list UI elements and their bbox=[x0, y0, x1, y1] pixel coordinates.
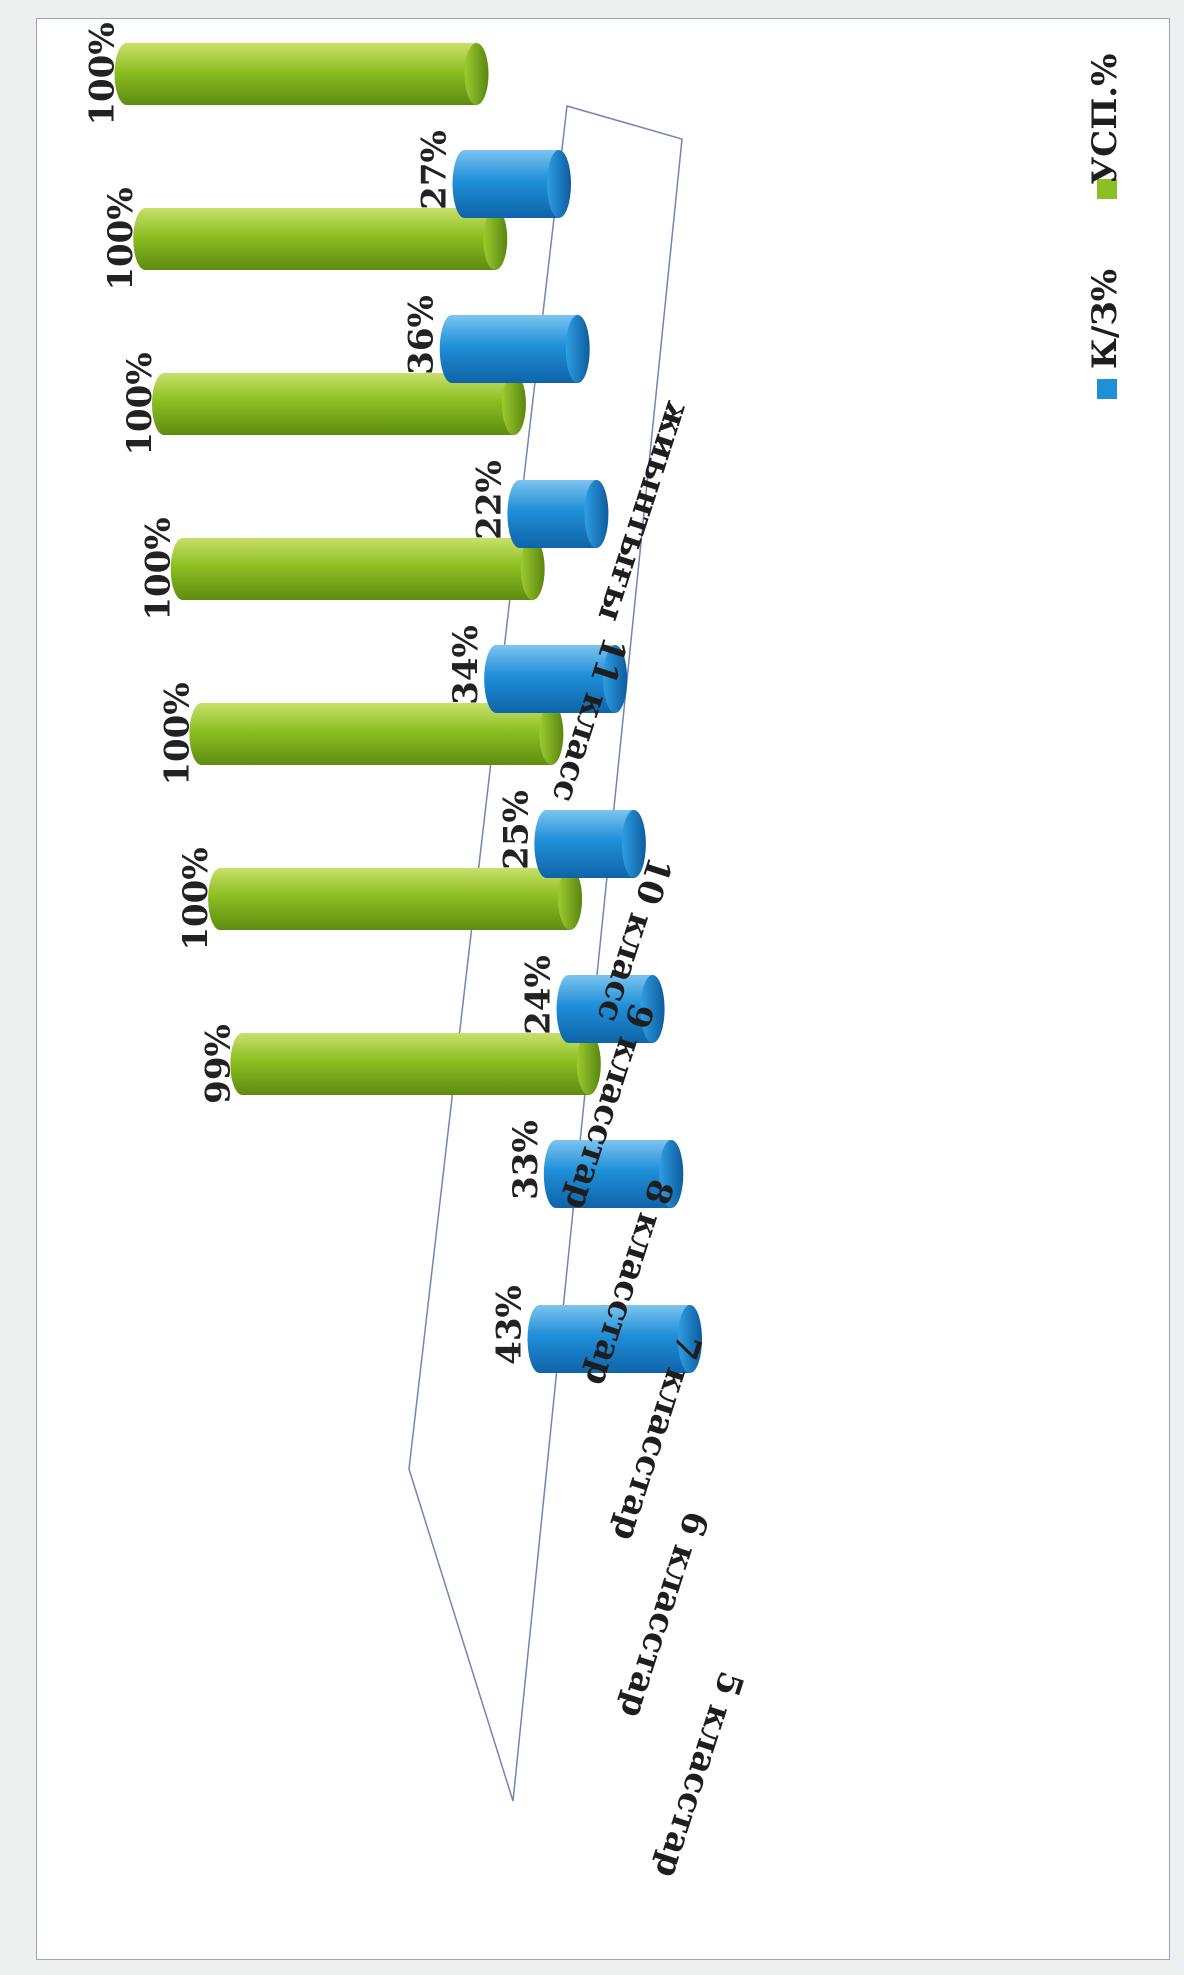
data-label-usp-4: 100% bbox=[157, 682, 197, 785]
chart-frame: 43% 5 класстар 99% 33% 6 класстар 100% 24% 7 кл… bbox=[36, 18, 1170, 1960]
data-label-usp-2: 99% bbox=[198, 1024, 238, 1104]
data-label-usp-3: 100% bbox=[176, 847, 216, 950]
category-group-2: 99%33%6 класстар bbox=[198, 1024, 716, 1723]
category-label-6: 10 класс bbox=[588, 852, 679, 1027]
legend-swatch-1 bbox=[1097, 379, 1117, 399]
bar-usp-6 bbox=[151, 373, 526, 435]
data-label-kz-3: 24% bbox=[519, 955, 559, 1035]
bar-kz-6 bbox=[507, 480, 609, 548]
bar-usp-2 bbox=[230, 1033, 601, 1095]
data-label-kz-6: 22% bbox=[469, 460, 509, 540]
bar-usp-7 bbox=[133, 208, 508, 270]
data-label-kz-7: 36% bbox=[402, 295, 442, 375]
bar-usp-4 bbox=[189, 703, 564, 765]
bar-kz-3 bbox=[556, 975, 665, 1043]
legend-swatch-2 bbox=[1097, 179, 1117, 199]
data-label-kz-8: 27% bbox=[415, 130, 455, 210]
bar-kz-1 bbox=[527, 1305, 702, 1373]
data-label-kz-5: 34% bbox=[446, 625, 486, 705]
legend: К/З% УСП.% bbox=[1085, 54, 1125, 399]
data-label-usp-8: 100% bbox=[83, 22, 123, 125]
bar-kz-7 bbox=[439, 315, 590, 383]
bar-kz-4 bbox=[534, 810, 646, 878]
legend-label-2: УСП.% bbox=[1085, 54, 1125, 185]
data-label-kz-1: 43% bbox=[490, 1285, 530, 1365]
data-label-usp-6: 100% bbox=[120, 352, 160, 455]
bar-kz-8 bbox=[452, 150, 571, 218]
data-label-usp-7: 100% bbox=[101, 187, 141, 290]
bar-usp-5 bbox=[170, 538, 545, 600]
data-label-kz-4: 25% bbox=[496, 790, 536, 870]
bar-kz-2 bbox=[543, 1140, 684, 1208]
bar-usp-8 bbox=[114, 43, 489, 105]
legend-label-1: К/З% bbox=[1085, 269, 1125, 369]
data-label-kz-2: 33% bbox=[506, 1120, 546, 1200]
floor-plane bbox=[408, 105, 683, 1802]
data-label-usp-5: 100% bbox=[139, 517, 179, 620]
bar-usp-3 bbox=[208, 868, 583, 930]
category-label-1: 5 класстар bbox=[647, 1667, 751, 1883]
bar-kz-5 bbox=[484, 645, 628, 713]
